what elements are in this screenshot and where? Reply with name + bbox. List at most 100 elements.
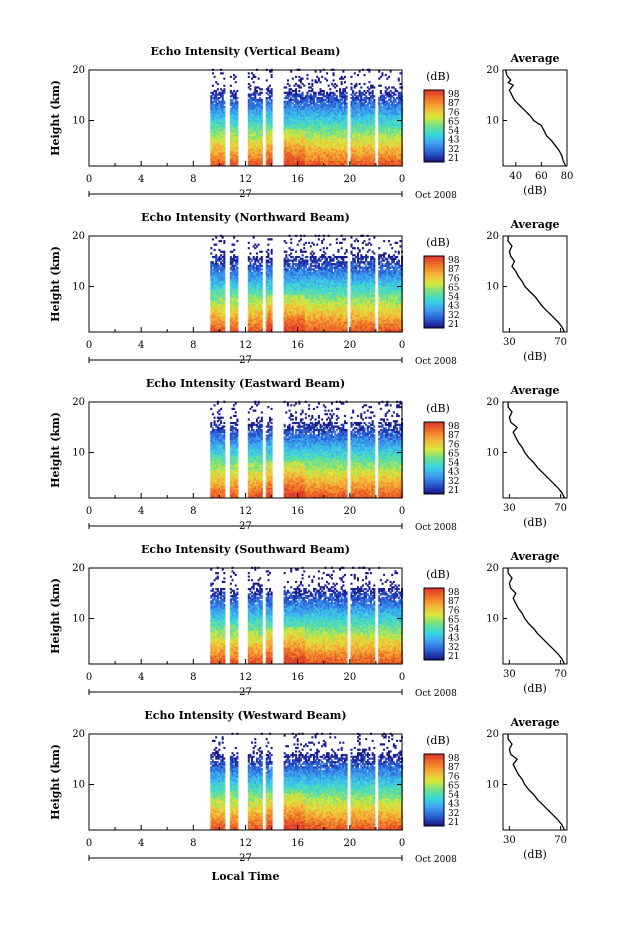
y-tick-label: 10 — [72, 780, 85, 791]
date-label: Oct 2008 — [415, 855, 457, 865]
avg-x-tick-label: 70 — [554, 669, 567, 680]
y-tick-label: 10 — [72, 116, 85, 127]
x-tick-label: 12 — [239, 672, 252, 683]
x-tick-label: 12 — [239, 506, 252, 517]
heatmap-cells — [210, 732, 404, 831]
x-tick-label: 20 — [343, 838, 356, 849]
colorbar-tick-label: 32 — [448, 311, 459, 321]
avg-x-tick-label: 70 — [554, 337, 567, 348]
heatmap-cells — [210, 400, 404, 499]
colorbar-tick-label: 32 — [448, 145, 459, 155]
avg-y-tick-label: 10 — [486, 116, 499, 127]
colorbar-tick-label: 32 — [448, 477, 459, 487]
colorbar-tick-label: 43 — [448, 136, 460, 146]
y-tick-label: 10 — [72, 614, 85, 625]
x-tick-label: 8 — [190, 340, 196, 351]
y-axis-label: Height (km) — [49, 578, 62, 654]
colorbar-tick-label: 65 — [448, 117, 460, 127]
colorbar-tick-label: 54 — [448, 791, 460, 801]
colorbar-tick-label: 87 — [448, 431, 460, 441]
date-label: Oct 2008 — [415, 191, 457, 201]
average-xlabel: (dB) — [523, 682, 547, 695]
average-title: Average — [509, 716, 559, 729]
x-tick-label: 0 — [399, 174, 405, 185]
x-tick-label: 0 — [86, 340, 92, 351]
average-profile: Average 10 20 30 70 (dB) — [486, 218, 568, 363]
average-frame — [502, 235, 568, 333]
colorbar-tick-label: 65 — [448, 781, 460, 791]
average-frame — [502, 733, 568, 831]
avg-x-tick-label: 70 — [554, 503, 567, 514]
x-tick-label: 4 — [138, 672, 144, 683]
panel-4: Echo Intensity (Southward Beam) 10 20 Heigh… — [49, 543, 568, 699]
y-axis-label: Height (km) — [49, 744, 62, 820]
day-label: 27 — [239, 189, 252, 200]
panel-5: Echo Intensity (Westward Beam) 10 20 Height… — [49, 709, 568, 865]
colorbar-tick-label: 87 — [448, 265, 460, 275]
x-tick-label: 0 — [86, 506, 92, 517]
x-tick-label: 16 — [291, 174, 304, 185]
colorbar-tick-label: 76 — [448, 440, 460, 450]
colorbar-tick-label: 54 — [448, 459, 460, 469]
panel-3: Echo Intensity (Eastward Beam) 10 20 Height… — [49, 377, 568, 533]
avg-y-tick-label: 20 — [486, 729, 499, 740]
day-label: 27 — [239, 521, 252, 532]
avg-y-tick-label: 20 — [486, 231, 499, 242]
colorbar-tick-label: 87 — [448, 597, 460, 607]
colorbar-tick-label: 76 — [448, 772, 460, 782]
colorbar-tick-label: 76 — [448, 274, 460, 284]
colorbar-tick-label: 98 — [448, 422, 460, 432]
x-tick-label: 4 — [138, 506, 144, 517]
day-label: 27 — [239, 355, 252, 366]
colorbar-tick-label: 65 — [448, 615, 460, 625]
colorbar-tick-label: 98 — [448, 588, 460, 598]
colorbar-tick-label: 87 — [448, 99, 460, 109]
x-tick-label: 0 — [399, 506, 405, 517]
colorbar-unit: (dB) — [426, 734, 450, 747]
x-tick-label: 12 — [239, 838, 252, 849]
x-tick-label: 20 — [343, 174, 356, 185]
average-profile: Average 10 20 30 70 (dB) — [486, 716, 568, 861]
y-tick-label: 20 — [72, 65, 85, 76]
average-title: Average — [509, 52, 559, 65]
x-tick-label: 8 — [190, 174, 196, 185]
x-tick-label: 8 — [190, 672, 196, 683]
colorbar — [423, 753, 445, 827]
avg-y-tick-label: 20 — [486, 397, 499, 408]
day-label: 27 — [239, 853, 252, 864]
avg-x-tick-label: 30 — [503, 503, 516, 514]
x-tick-label: 0 — [399, 672, 405, 683]
colorbar-frame — [423, 255, 445, 329]
panel-title: Echo Intensity (Vertical Beam) — [150, 45, 340, 58]
day-label: 27 — [239, 687, 252, 698]
x-tick-label: 4 — [138, 340, 144, 351]
average-xlabel: (dB) — [523, 184, 547, 197]
colorbar-tick-label: 21 — [448, 154, 459, 164]
average-profile-line — [507, 402, 565, 499]
colorbar — [423, 421, 445, 495]
average-frame — [502, 401, 568, 499]
x-tick-label: 12 — [239, 174, 252, 185]
colorbar-tick-label: 32 — [448, 643, 459, 653]
heatmap-cells — [210, 566, 404, 665]
avg-x-tick-label: 30 — [503, 669, 516, 680]
x-tick-label: 0 — [399, 340, 405, 351]
colorbar-tick-label: 21 — [448, 486, 459, 496]
x-tick-label: 8 — [190, 506, 196, 517]
avg-x-tick-label: 40 — [509, 171, 522, 182]
colorbar-tick-label: 54 — [448, 293, 460, 303]
x-tick-label: 20 — [343, 340, 356, 351]
colorbar-tick-label: 21 — [448, 818, 459, 828]
average-profile-line — [507, 236, 565, 333]
average-profile: Average 10 20 30 70 (dB) — [486, 550, 568, 695]
colorbar — [423, 587, 445, 661]
colorbar-tick-label: 54 — [448, 127, 460, 137]
avg-y-tick-label: 20 — [486, 563, 499, 574]
colorbar-frame — [423, 421, 445, 495]
colorbar-tick-label: 65 — [448, 283, 460, 293]
colorbar-tick-label: 65 — [448, 449, 460, 459]
average-xlabel: (dB) — [523, 516, 547, 529]
panel-1: Echo Intensity (Vertical Beam) 10 20 Height… — [49, 45, 573, 201]
x-tick-label: 16 — [291, 506, 304, 517]
